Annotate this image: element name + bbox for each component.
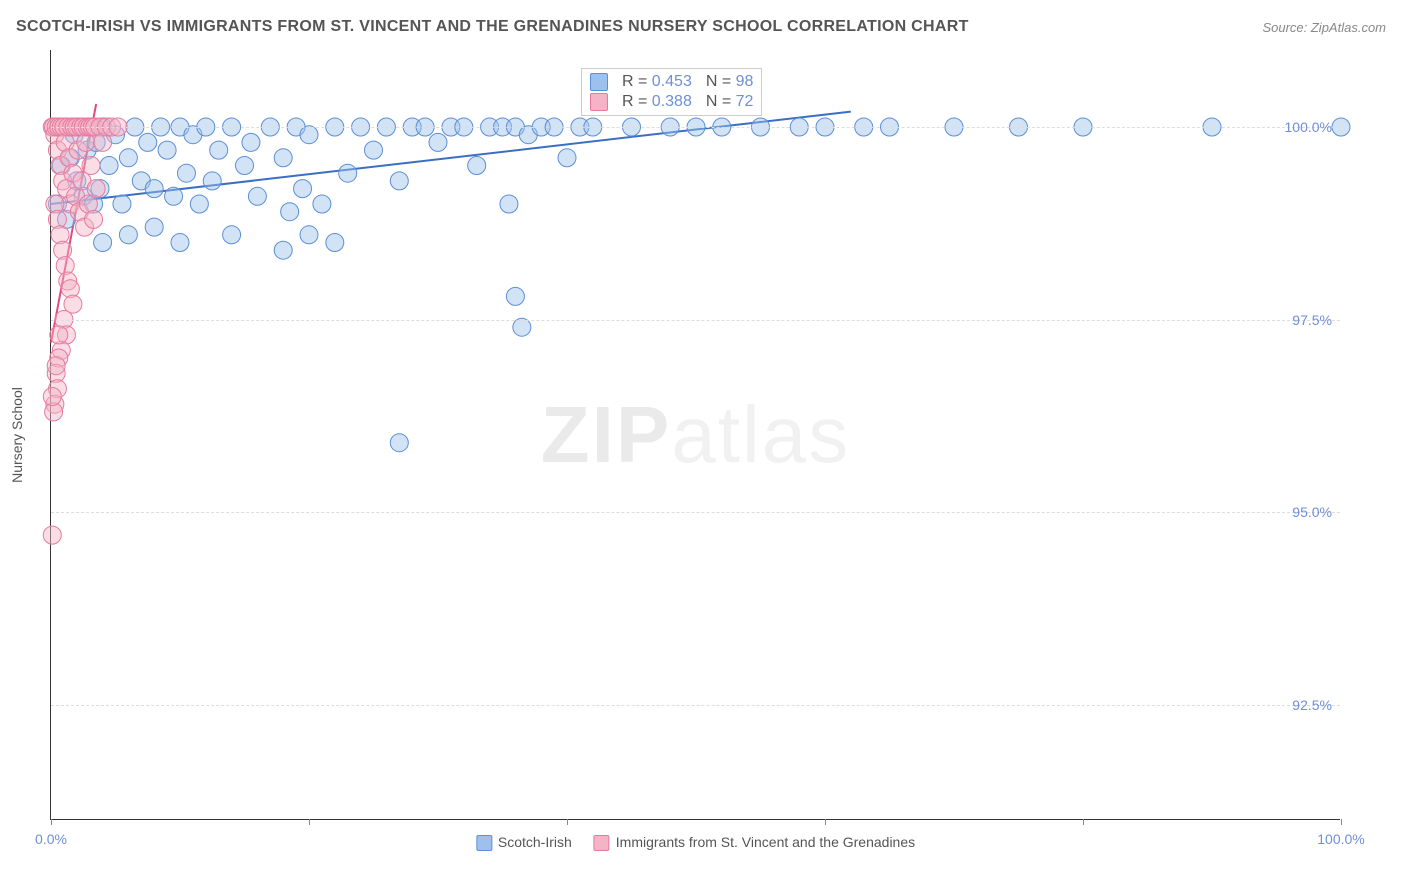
- scatter-point: [43, 526, 61, 544]
- scatter-point: [274, 149, 292, 167]
- scatter-point: [339, 164, 357, 182]
- y-axis-label: Nursery School: [9, 387, 25, 483]
- scatter-point: [236, 157, 254, 175]
- scatter-point: [158, 141, 176, 159]
- stats-r-1: R = 0.453: [622, 73, 692, 91]
- legend-swatch-2: [594, 835, 610, 851]
- scatter-point: [500, 195, 518, 213]
- legend-item-2: Immigrants from St. Vincent and the Gren…: [594, 834, 915, 851]
- stats-r-2: R = 0.388: [622, 93, 692, 111]
- scatter-point: [165, 187, 183, 205]
- x-tick: [309, 819, 310, 825]
- scatter-point: [429, 133, 447, 151]
- scatter-point: [64, 295, 82, 313]
- gridline: [51, 127, 1340, 128]
- scatter-point: [50, 326, 68, 344]
- x-tick: [1341, 819, 1342, 825]
- source-attribution: Source: ZipAtlas.com: [1262, 20, 1386, 35]
- scatter-point: [85, 210, 103, 228]
- scatter-point: [513, 318, 531, 336]
- gridline: [51, 320, 1340, 321]
- chart-title: SCOTCH-IRISH VS IMMIGRANTS FROM ST. VINC…: [16, 18, 969, 36]
- scatter-point: [203, 172, 221, 190]
- scatter-point: [100, 157, 118, 175]
- scatter-point: [242, 133, 260, 151]
- stats-swatch-2: [590, 93, 608, 111]
- gridline: [51, 705, 1340, 706]
- scatter-point: [390, 434, 408, 452]
- stats-n-1: N = 98: [706, 73, 754, 91]
- scatter-point: [274, 241, 292, 259]
- legend-item-1: Scotch-Irish: [476, 834, 572, 851]
- legend-label-2: Immigrants from St. Vincent and the Gren…: [616, 834, 915, 850]
- scatter-point: [281, 203, 299, 221]
- scatter-point: [190, 195, 208, 213]
- legend-label-1: Scotch-Irish: [498, 834, 572, 850]
- gridline: [51, 512, 1340, 513]
- scatter-point: [82, 157, 100, 175]
- scatter-point: [390, 172, 408, 190]
- x-tick: [1083, 819, 1084, 825]
- x-tick-label-start: 0.0%: [35, 831, 67, 847]
- x-tick: [825, 819, 826, 825]
- scatter-point: [145, 218, 163, 236]
- scatter-point: [47, 357, 65, 375]
- scatter-point: [313, 195, 331, 213]
- scatter-point: [300, 226, 318, 244]
- scatter-point: [145, 180, 163, 198]
- scatter-point: [506, 287, 524, 305]
- y-tick-label: 97.5%: [1292, 312, 1332, 328]
- scatter-point: [365, 141, 383, 159]
- scatter-point: [468, 157, 486, 175]
- scatter-point: [94, 234, 112, 252]
- y-tick-label: 95.0%: [1292, 504, 1332, 520]
- scatter-point: [248, 187, 266, 205]
- scatter-point: [223, 226, 241, 244]
- scatter-point: [43, 388, 61, 406]
- scatter-point: [294, 180, 312, 198]
- plot-area: Nursery School ZIPatlas R = 0.453 N = 98…: [50, 50, 1340, 820]
- scatter-point: [119, 226, 137, 244]
- y-tick-label: 92.5%: [1292, 697, 1332, 713]
- stats-n-2: N = 72: [706, 93, 754, 111]
- scatter-point: [177, 164, 195, 182]
- scatter-point: [326, 234, 344, 252]
- legend-swatch-1: [476, 835, 492, 851]
- x-tick: [567, 819, 568, 825]
- scatter-point: [171, 234, 189, 252]
- stats-swatch-1: [590, 73, 608, 91]
- scatter-point: [558, 149, 576, 167]
- scatter-point: [210, 141, 228, 159]
- scatter-point: [139, 133, 157, 151]
- scatter-point: [300, 126, 318, 144]
- stats-box: R = 0.453 N = 98 R = 0.388 N = 72: [581, 68, 762, 116]
- scatter-point: [119, 149, 137, 167]
- y-tick-label: 100.0%: [1285, 119, 1332, 135]
- x-tick: [51, 819, 52, 825]
- scatter-point: [113, 195, 131, 213]
- legend: Scotch-Irish Immigrants from St. Vincent…: [476, 834, 915, 851]
- scatter-point: [87, 180, 105, 198]
- x-tick-label-end: 100.0%: [1317, 831, 1364, 847]
